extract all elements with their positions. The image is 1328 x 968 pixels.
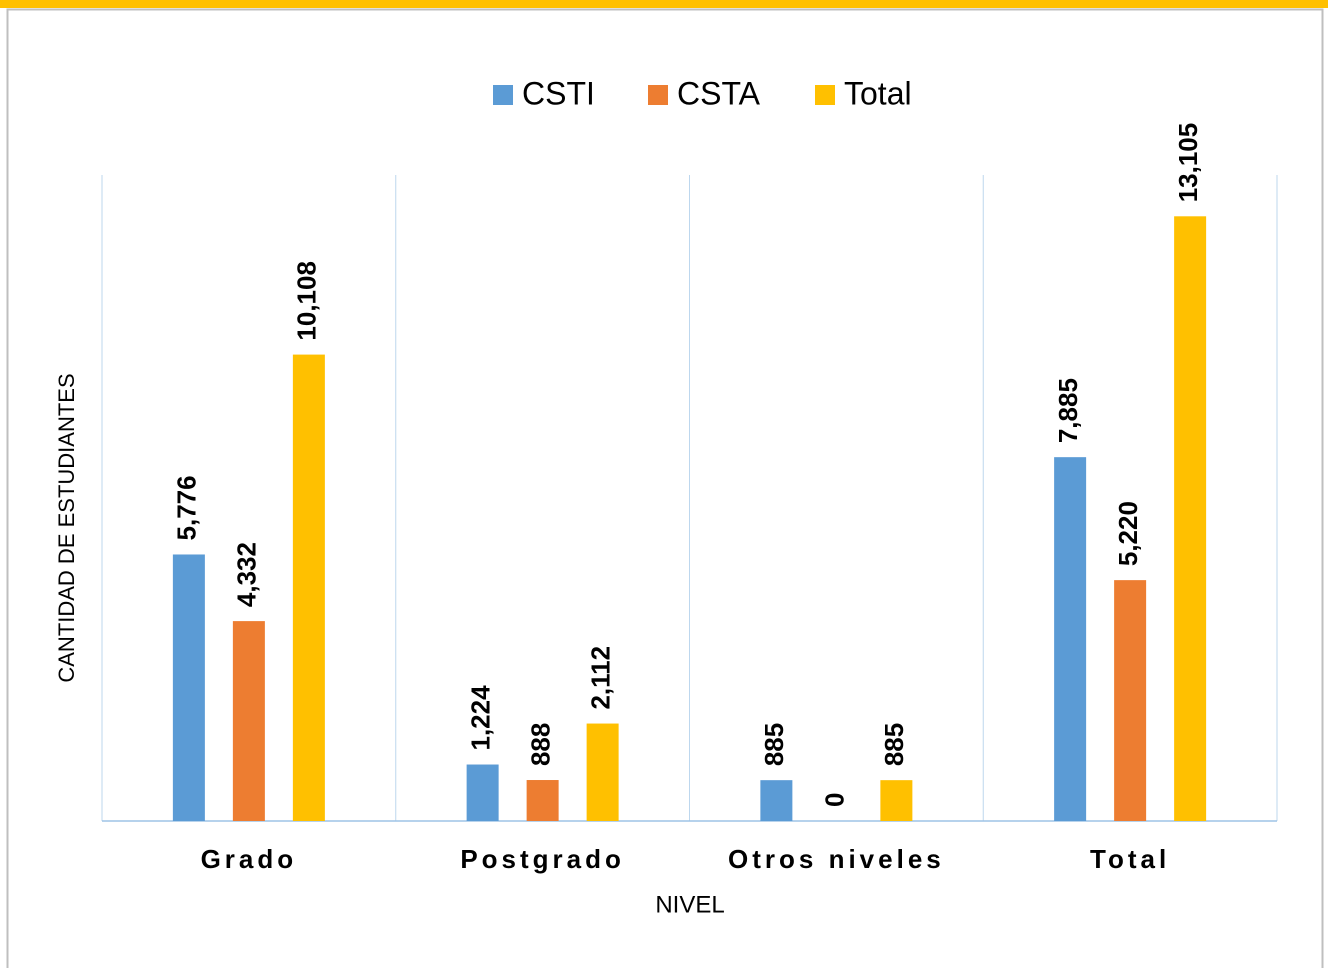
- bar: [1054, 457, 1087, 821]
- bar: [1174, 216, 1207, 821]
- category-label: Grado: [201, 844, 298, 874]
- bar: [526, 780, 559, 821]
- frame: [6, 8, 1324, 968]
- data-label: 0: [819, 793, 849, 807]
- bar: [172, 554, 205, 821]
- category-label: Otros niveles: [728, 844, 945, 874]
- category-label: Total: [1090, 844, 1170, 874]
- bar: [880, 780, 913, 821]
- data-label: 5,776: [172, 475, 202, 540]
- bar: [1114, 580, 1147, 821]
- top-strip: [0, 0, 1328, 8]
- legend-swatch: [493, 85, 513, 105]
- data-label: 10,108: [292, 261, 322, 341]
- bar: [586, 723, 619, 821]
- data-label: 5,220: [1113, 501, 1143, 566]
- data-label: 4,332: [232, 542, 262, 607]
- data-label: 885: [759, 723, 789, 766]
- bar: [292, 354, 325, 821]
- category-label: Postgrado: [460, 844, 625, 874]
- data-label: 1,224: [466, 685, 496, 751]
- data-label: 888: [526, 723, 556, 766]
- data-label: 7,885: [1053, 378, 1083, 443]
- x-axis-title: NIVEL: [655, 891, 724, 918]
- legend-swatch: [648, 85, 668, 105]
- legend-label: CSTI: [522, 75, 595, 111]
- y-axis-title: CANTIDAD DE ESTUDIANTES: [54, 373, 79, 682]
- data-label: 885: [879, 723, 909, 766]
- data-label: 13,105: [1173, 123, 1203, 203]
- bar: [232, 621, 265, 821]
- legend-label: Total: [844, 75, 912, 111]
- bar: [466, 764, 499, 821]
- legend-label: CSTA: [677, 75, 761, 111]
- legend-swatch: [815, 85, 835, 105]
- bar: [760, 780, 793, 821]
- data-label: 2,112: [586, 646, 616, 710]
